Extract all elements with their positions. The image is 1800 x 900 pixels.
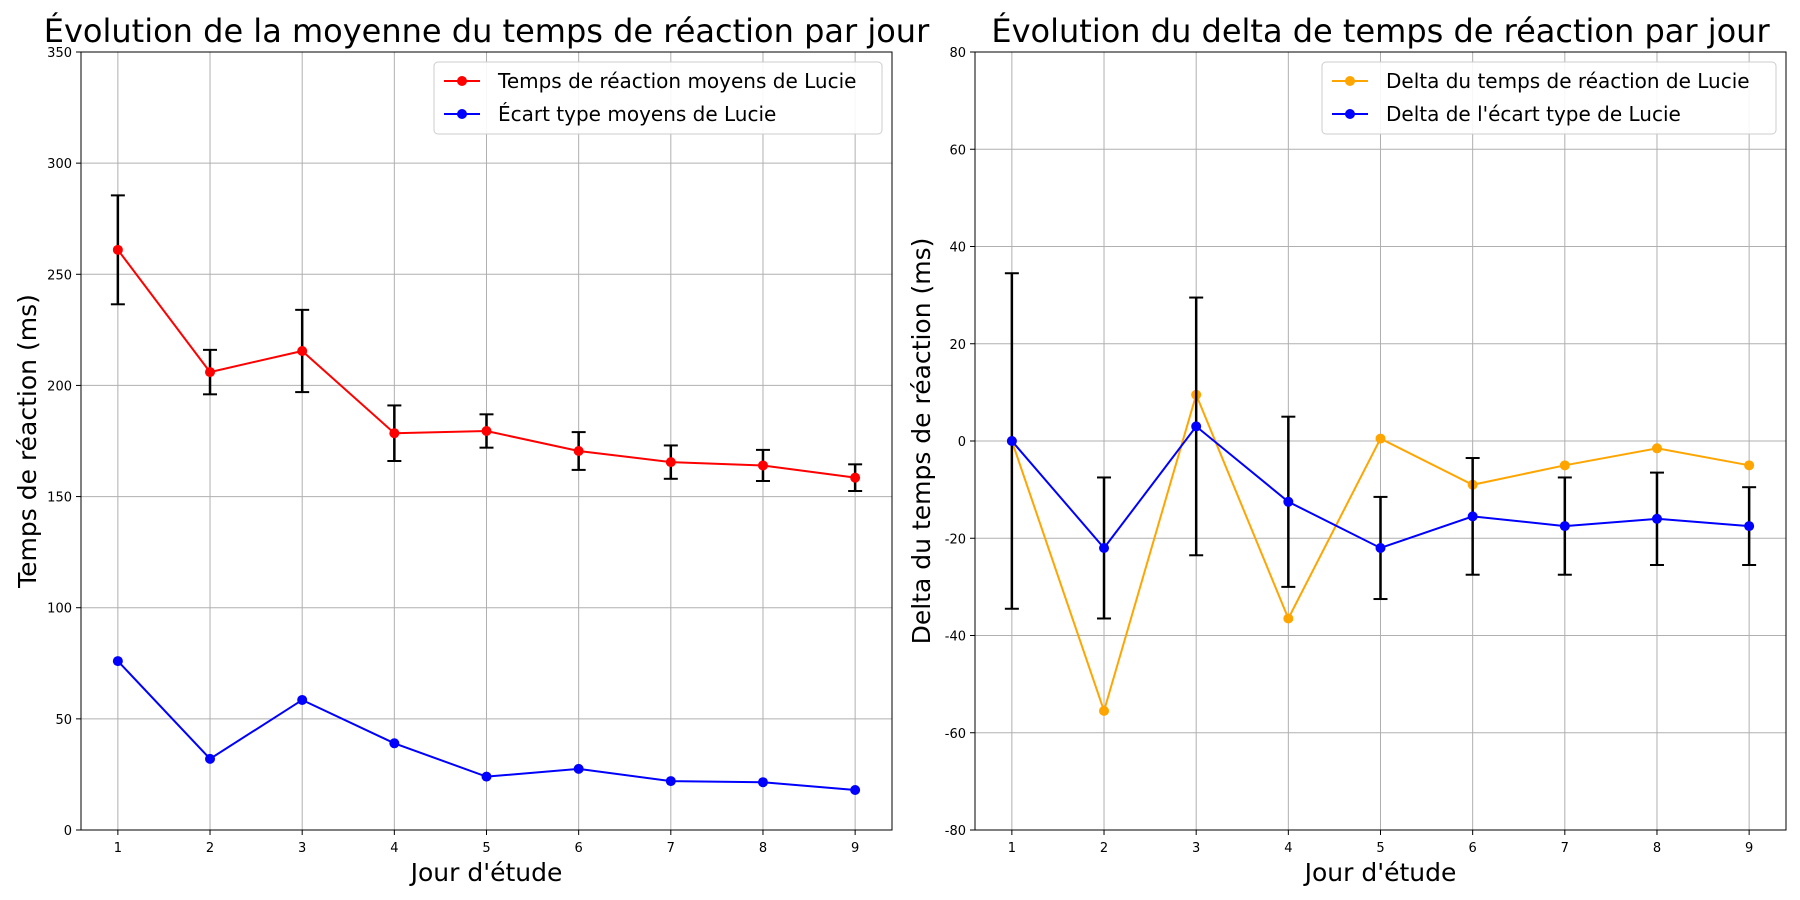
x-tick-label: 3 bbox=[1192, 841, 1200, 856]
data-point bbox=[297, 694, 308, 705]
y-tick-label: 300 bbox=[47, 157, 72, 172]
data-point bbox=[1559, 460, 1570, 471]
data-point bbox=[1006, 436, 1017, 446]
legend: Temps de réaction moyens de Lucie Écart t… bbox=[433, 61, 883, 135]
x-tick-label: 4 bbox=[1284, 841, 1292, 856]
x-tick-label: 7 bbox=[667, 841, 675, 856]
x-tick-label: 5 bbox=[1376, 841, 1384, 856]
y-axis-label: Delta du temps de réaction (ms) bbox=[907, 238, 936, 645]
y-tick-label: 80 bbox=[949, 46, 966, 61]
y-tick-label: -40 bbox=[945, 630, 966, 645]
y-tick-label: 150 bbox=[47, 491, 72, 506]
data-point bbox=[573, 763, 584, 774]
y-tick-label: 20 bbox=[949, 338, 966, 353]
y-tick-label: 0 bbox=[64, 824, 72, 839]
y-tick-label: -80 bbox=[945, 824, 966, 839]
legend-swatch-marker bbox=[1345, 76, 1355, 86]
chart-title: Évolution du delta de temps de réaction … bbox=[991, 12, 1770, 50]
data-point bbox=[389, 738, 400, 749]
y-tick-label: 200 bbox=[47, 379, 72, 394]
data-point bbox=[481, 425, 492, 436]
data-point bbox=[1744, 521, 1755, 532]
data-point bbox=[1099, 705, 1110, 716]
x-tick-label: 1 bbox=[1008, 841, 1016, 856]
data-point bbox=[757, 777, 768, 788]
data-point bbox=[1099, 542, 1110, 553]
data-point bbox=[1375, 542, 1386, 553]
data-point bbox=[1191, 421, 1202, 432]
chart-panel-1: 1 2 3 4 5 6 7 8 9 0 50 100 150 200 250 300 350Évolution … bbox=[13, 12, 930, 887]
data-point bbox=[1651, 513, 1662, 524]
data-point bbox=[850, 472, 861, 483]
x-tick-label: 6 bbox=[575, 841, 583, 856]
data-point bbox=[665, 457, 676, 468]
x-tick-label: 2 bbox=[206, 841, 214, 856]
data-point bbox=[573, 446, 584, 457]
y-tick-label: 100 bbox=[47, 602, 72, 617]
y-tick-label: 50 bbox=[55, 713, 72, 728]
data-point bbox=[481, 771, 492, 782]
legend-swatch-marker bbox=[457, 109, 467, 119]
series-2 bbox=[1004, 272, 1757, 620]
y-tick-label: 350 bbox=[47, 46, 72, 61]
data-point bbox=[1375, 433, 1386, 444]
x-tick-label: 6 bbox=[1469, 841, 1477, 856]
legend-entry-label: Delta du temps de réaction de Lucie bbox=[1386, 69, 1750, 93]
data-point bbox=[665, 776, 676, 787]
x-tick-label: 9 bbox=[1745, 841, 1753, 856]
x-tick-label: 1 bbox=[114, 841, 122, 856]
data-point bbox=[389, 428, 400, 439]
data-point bbox=[1651, 443, 1662, 454]
y-tick-label: 40 bbox=[949, 241, 966, 256]
legend-swatch-marker bbox=[1345, 109, 1355, 119]
y-axis-label: Temps de réaction (ms) bbox=[13, 294, 42, 589]
y-tick-label: -60 bbox=[945, 727, 966, 742]
legend-entry-label: Delta de l'écart type de Lucie bbox=[1386, 102, 1681, 126]
legend-entry-label: Écart type moyens de Lucie bbox=[498, 102, 776, 126]
series-1 bbox=[110, 194, 863, 493]
x-tick-label: 8 bbox=[1653, 841, 1661, 856]
chart-panel-2: 1 2 3 4 5 6 7 8 9 -80 -60 -40 -20 0 20 40 60 80 Évolution … bbox=[907, 12, 1787, 887]
data-point bbox=[757, 460, 768, 471]
data-point bbox=[850, 784, 861, 795]
series-2 bbox=[112, 656, 861, 795]
x-tick-label: 7 bbox=[1561, 841, 1569, 856]
y-tick-label: 0 bbox=[958, 435, 966, 450]
chart-title: Évolution de la moyenne du temps de réac… bbox=[44, 12, 930, 50]
x-tick-label: 2 bbox=[1100, 841, 1108, 856]
data-point bbox=[1744, 460, 1755, 471]
legend-box bbox=[433, 61, 883, 135]
x-tick-label: 9 bbox=[851, 841, 859, 856]
data-point bbox=[1559, 521, 1570, 532]
y-tick-label: 250 bbox=[47, 268, 72, 283]
y-tick-label: 60 bbox=[949, 143, 966, 158]
x-tick-label: 3 bbox=[298, 841, 306, 856]
data-point bbox=[112, 244, 123, 255]
legend-swatch-marker bbox=[457, 76, 467, 86]
legend-entry-label: Temps de réaction moyens de Lucie bbox=[497, 69, 856, 93]
data-point bbox=[1283, 496, 1294, 507]
legend: Delta du temps de réaction de Lucie Delta… bbox=[1321, 61, 1777, 135]
data-point bbox=[205, 367, 216, 378]
x-tick-label: 5 bbox=[482, 841, 490, 856]
y-tick-label: -20 bbox=[945, 532, 966, 547]
data-point bbox=[205, 753, 216, 764]
data-point bbox=[1467, 511, 1478, 522]
data-point bbox=[297, 345, 308, 356]
legend-box bbox=[1321, 61, 1777, 135]
x-tick-label: 8 bbox=[759, 841, 767, 856]
data-point bbox=[112, 656, 123, 667]
x-axis-label: Jour d'étude bbox=[1303, 858, 1457, 887]
x-tick-label: 4 bbox=[390, 841, 398, 856]
data-point bbox=[1283, 613, 1294, 624]
x-axis-label: Jour d'étude bbox=[409, 858, 563, 887]
